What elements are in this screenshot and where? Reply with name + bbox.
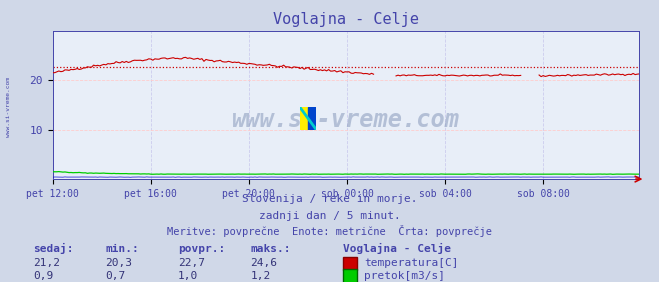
- Text: maks.:: maks.:: [250, 244, 291, 254]
- Text: 22,7: 22,7: [178, 258, 205, 268]
- Text: Slovenija / reke in morje.: Slovenija / reke in morje.: [242, 194, 417, 204]
- Text: 1,0: 1,0: [178, 271, 198, 281]
- Text: povpr.:: povpr.:: [178, 244, 225, 254]
- Text: www.si-vreme.com: www.si-vreme.com: [6, 77, 11, 137]
- Bar: [308, 107, 316, 130]
- Text: 0,9: 0,9: [33, 271, 53, 281]
- Text: www.si-vreme.com: www.si-vreme.com: [232, 108, 460, 132]
- Text: 0,7: 0,7: [105, 271, 126, 281]
- Text: Meritve: povprečne  Enote: metrične  Črta: povprečje: Meritve: povprečne Enote: metrične Črta:…: [167, 226, 492, 237]
- Bar: [300, 107, 308, 130]
- Text: temperatura[C]: temperatura[C]: [364, 258, 458, 268]
- Text: 1,2: 1,2: [250, 271, 271, 281]
- Text: 20,3: 20,3: [105, 258, 132, 268]
- Text: pretok[m3/s]: pretok[m3/s]: [364, 271, 445, 281]
- Text: 21,2: 21,2: [33, 258, 60, 268]
- Title: Voglajna - Celje: Voglajna - Celje: [273, 12, 419, 27]
- Text: min.:: min.:: [105, 244, 139, 254]
- Text: sedaj:: sedaj:: [33, 243, 73, 254]
- Text: zadnji dan / 5 minut.: zadnji dan / 5 minut.: [258, 211, 401, 221]
- Text: Voglajna - Celje: Voglajna - Celje: [343, 243, 451, 254]
- Text: 24,6: 24,6: [250, 258, 277, 268]
